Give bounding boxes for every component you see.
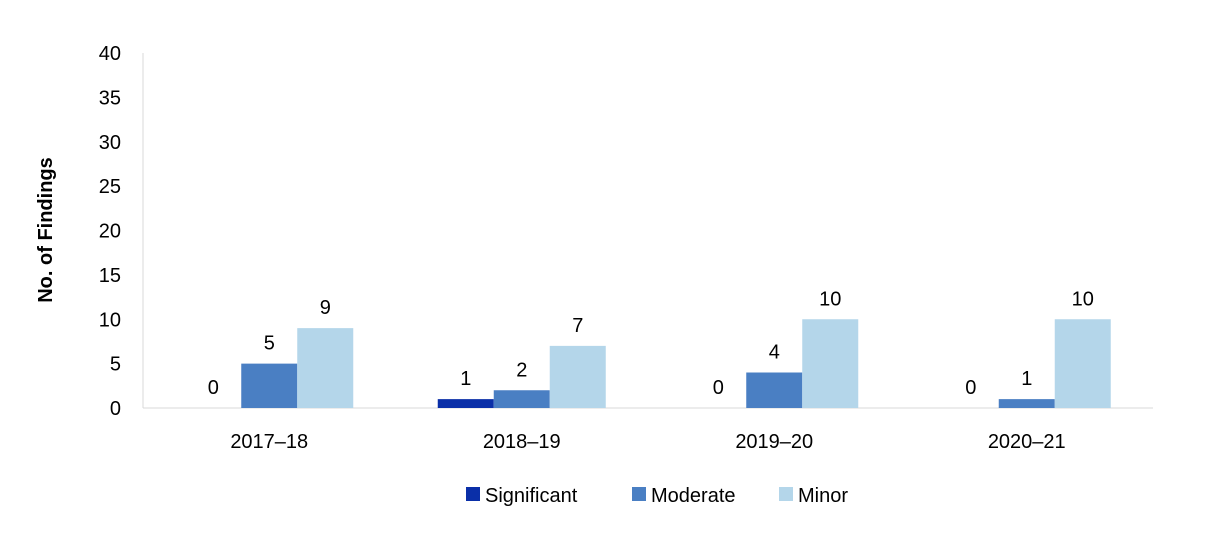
legend-swatch [779, 487, 793, 501]
y-tick-label: 25 [99, 176, 121, 198]
bar [1054, 319, 1111, 408]
bar [998, 399, 1055, 408]
y-tick-label: 5 [110, 354, 121, 376]
bar [802, 319, 859, 408]
y-tick-label: 40 [99, 43, 121, 65]
legend-label: Moderate [651, 485, 736, 507]
legend: Significant Moderate Minor [466, 485, 848, 507]
data-label: 4 [769, 342, 780, 364]
data-label: 1 [1021, 368, 1032, 390]
y-tick-label: 10 [99, 309, 121, 331]
bar [746, 372, 803, 408]
legend-swatch [632, 487, 646, 501]
y-tick-label: 35 [99, 87, 121, 109]
data-label: 2 [516, 359, 527, 381]
y-tick-label: 30 [99, 132, 121, 154]
x-tick-label: 2020–21 [988, 431, 1066, 453]
bar [549, 345, 606, 408]
bar [241, 363, 298, 408]
y-tick-label: 0 [110, 398, 121, 420]
x-tick-label: 2019–20 [735, 431, 813, 453]
data-label: 7 [572, 315, 583, 337]
x-tick-label: 2018–19 [483, 431, 561, 453]
legend-label: Minor [798, 485, 848, 507]
bar [437, 399, 494, 408]
bar [493, 390, 550, 408]
y-tick-label: 20 [99, 221, 121, 243]
data-label: 9 [320, 297, 331, 319]
y-axis-label: No. of Findings [35, 157, 57, 303]
data-label: 5 [264, 333, 275, 355]
data-label: 0 [208, 377, 219, 399]
x-tick-label: 2017–18 [230, 431, 308, 453]
y-tick-label: 15 [99, 265, 121, 287]
data-label: 1 [460, 368, 471, 390]
legend-swatch [466, 487, 480, 501]
data-label: 10 [1072, 288, 1094, 310]
legend-label: Significant [485, 485, 578, 507]
data-label: 10 [819, 288, 841, 310]
data-label: 0 [965, 377, 976, 399]
bar [297, 328, 354, 408]
data-label: 0 [713, 377, 724, 399]
